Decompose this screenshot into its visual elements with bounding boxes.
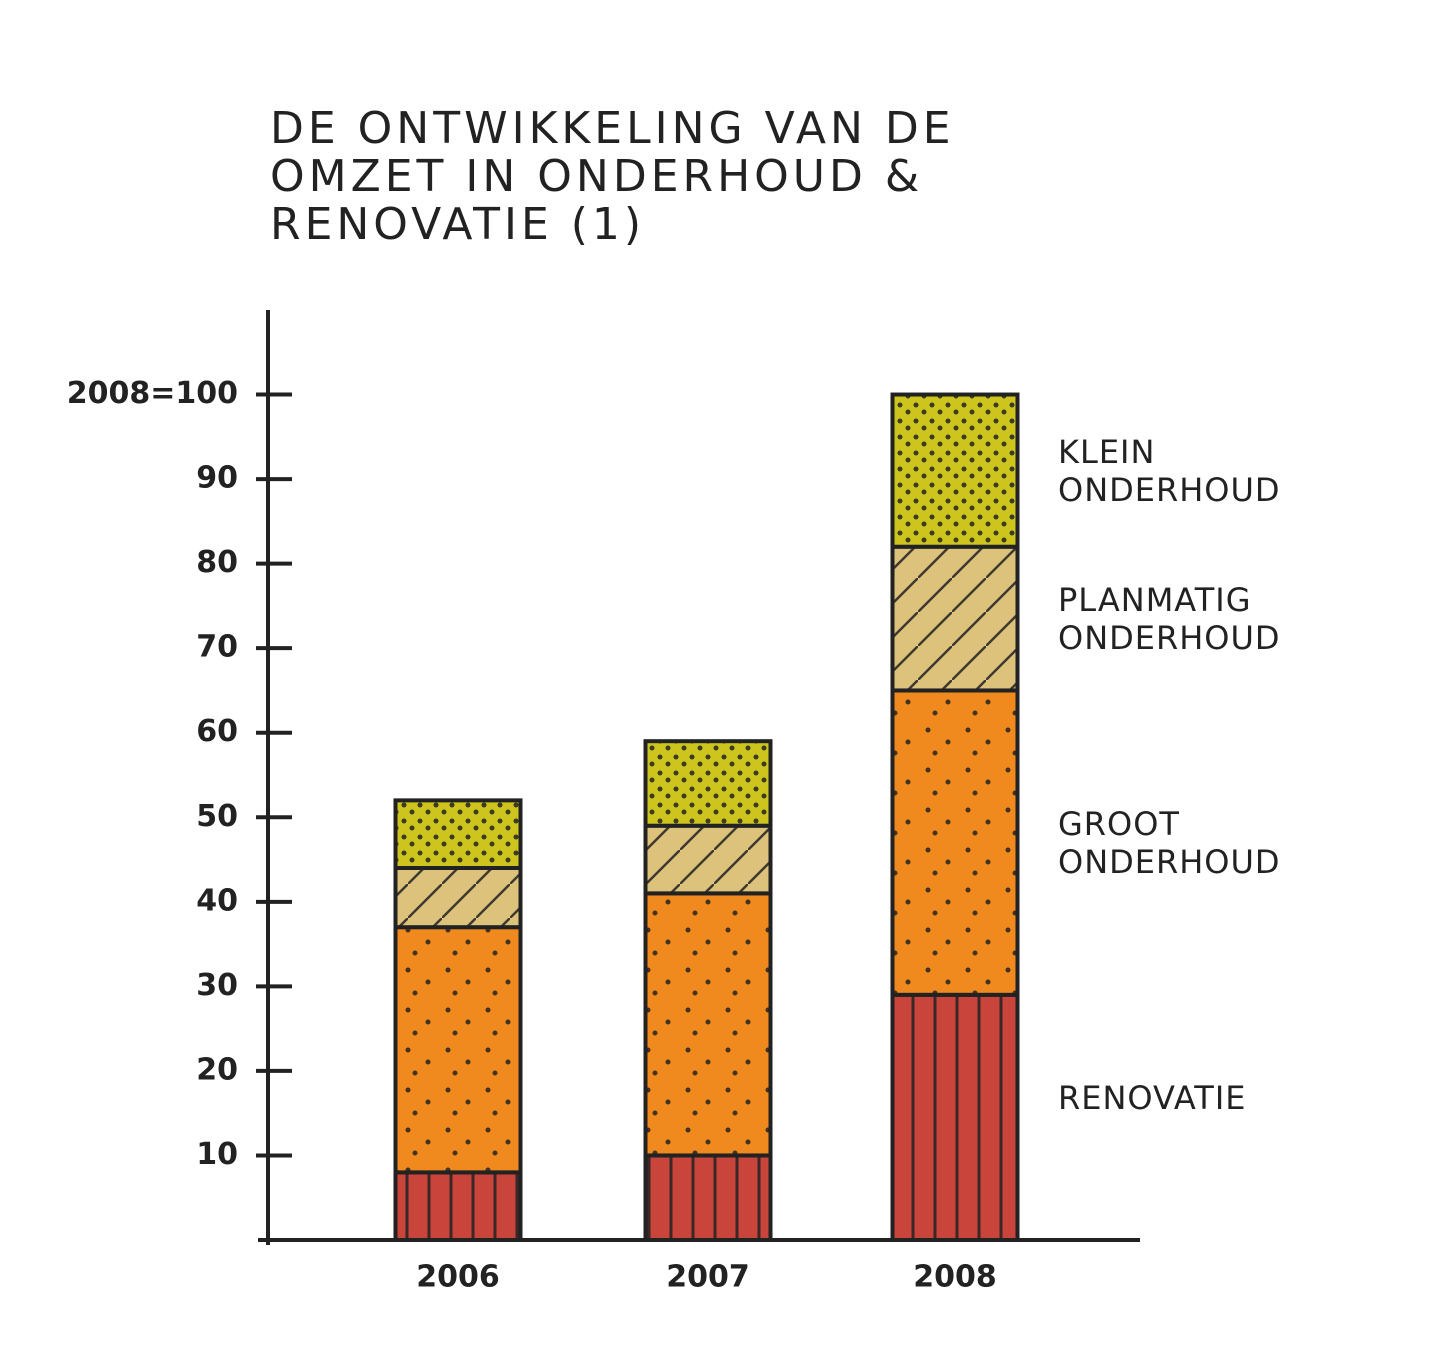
legend-label: GROOT ONDERHOUD [1058, 804, 1281, 881]
bar-texture [645, 825, 771, 894]
bar-texture [645, 1155, 771, 1240]
bar-texture [892, 690, 1018, 995]
bar-texture [645, 893, 771, 1156]
bar-texture [645, 741, 771, 826]
chart-title: DE ONTWIKKELING VAN DE OMZET IN ONDERHOU… [270, 103, 955, 250]
x-tick-label: 2007 [666, 1260, 750, 1295]
bar-texture [892, 394, 1018, 547]
x-tick-label: 2008 [913, 1260, 997, 1295]
legend-label: RENOVATIE [1058, 1079, 1247, 1118]
y-tick-label: 50 [196, 799, 238, 834]
y-tick-label: 70 [196, 630, 238, 665]
y-tick-label: 60 [196, 714, 238, 749]
y-tick-label: 30 [196, 968, 238, 1003]
bar-texture [395, 800, 521, 868]
legend-label: KLEIN ONDERHOUD [1058, 432, 1281, 509]
bar-texture [395, 868, 521, 928]
x-tick-label: 2006 [416, 1260, 500, 1295]
bar-texture [395, 1172, 521, 1240]
y-tick-label: 40 [196, 883, 238, 918]
y-tick-label: 20 [196, 1052, 238, 1087]
bar-texture [892, 994, 1018, 1240]
y-tick-label: 80 [196, 545, 238, 580]
legend-label: PLANMATIG ONDERHOUD [1058, 580, 1281, 657]
y-tick-label: 2008=100 [67, 376, 238, 411]
y-tick-label: 10 [196, 1137, 238, 1172]
bar-texture [892, 546, 1018, 691]
y-tick-label: 90 [196, 461, 238, 496]
bar-texture [395, 927, 521, 1173]
